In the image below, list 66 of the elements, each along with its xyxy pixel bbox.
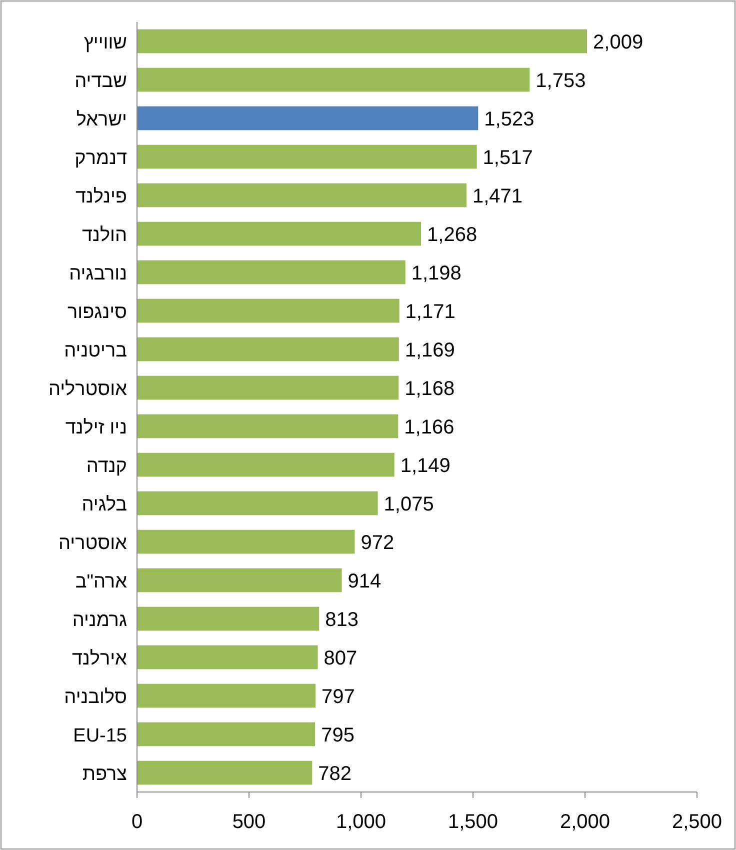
data-label: 807 (324, 647, 358, 670)
data-label: 797 (322, 686, 355, 708)
y-tick-label: קנדה (86, 456, 127, 477)
bar (137, 222, 422, 246)
x-tick-label: 1,000 (336, 811, 386, 833)
y-tick-label: סלובניה (64, 686, 127, 708)
y-tick-label: גרמניה (72, 610, 127, 631)
x-tick-label: 1,500 (448, 811, 498, 833)
y-tick-label: שבדיה (74, 70, 128, 92)
data-label: 1,268 (427, 224, 478, 246)
y-tick-label: בלגיה (82, 494, 127, 516)
bar (137, 337, 399, 362)
bar (137, 606, 320, 631)
data-label: 1,149 (400, 454, 450, 477)
x-tick-label: 2,000 (560, 811, 610, 833)
y-tick-label: ניו זילנד (65, 417, 127, 438)
data-label: 1,075 (384, 493, 434, 516)
y-tick-label: הולנד (82, 224, 127, 246)
x-tick-label: 500 (232, 811, 266, 833)
bar (137, 144, 477, 169)
y-tick-label: ארה"ב (75, 571, 128, 592)
data-label: 914 (348, 570, 382, 592)
bar (137, 260, 406, 284)
y-tick-label: שווייץ (84, 32, 128, 54)
bar (137, 568, 342, 592)
y-tick-label: פינלנד (75, 186, 127, 208)
x-tick-label: 0 (131, 811, 143, 833)
data-label: 972 (360, 532, 394, 554)
data-label: 1,166 (404, 416, 454, 438)
y-tick-label: בריטניה (64, 340, 127, 362)
y-tick-label: אוסטרליה (48, 378, 128, 400)
y-tick-label: דנמרק (74, 148, 128, 169)
bar (137, 414, 398, 438)
data-label: 1,169 (404, 339, 455, 362)
y-tick-label: צרפת (82, 764, 127, 785)
data-label: 782 (318, 762, 352, 785)
bar (137, 760, 312, 785)
bar (137, 183, 467, 208)
bar (137, 68, 530, 92)
bar (137, 376, 399, 400)
data-label: 2,009 (593, 31, 644, 54)
y-tick-label: סינגפור (68, 302, 127, 323)
bar (137, 491, 378, 516)
data-label: 1,517 (482, 146, 533, 169)
data-label: 1,168 (404, 378, 455, 400)
data-label: 1,753 (536, 70, 586, 92)
data-label: 1,523 (484, 108, 534, 130)
data-label: 795 (321, 724, 354, 746)
y-tick-label: נורבגיה (69, 263, 127, 284)
y-tick-label: אירלנד (72, 648, 128, 670)
bar (137, 29, 588, 54)
bar (137, 645, 318, 670)
x-tick-label: 2,500 (672, 811, 722, 833)
bar (137, 530, 355, 554)
bar (137, 298, 400, 323)
data-label: 1,171 (405, 300, 456, 323)
data-label: 813 (325, 608, 358, 631)
bar (137, 684, 316, 708)
y-tick-label: EU-15 (73, 725, 127, 746)
y-tick-label: ישראל (76, 109, 127, 130)
bar (137, 722, 316, 746)
bar (137, 452, 394, 477)
data-label: 1,471 (472, 185, 523, 208)
y-tick-label: אוסטריה (58, 532, 128, 554)
bar (137, 106, 478, 130)
data-label: 1,198 (411, 262, 462, 284)
